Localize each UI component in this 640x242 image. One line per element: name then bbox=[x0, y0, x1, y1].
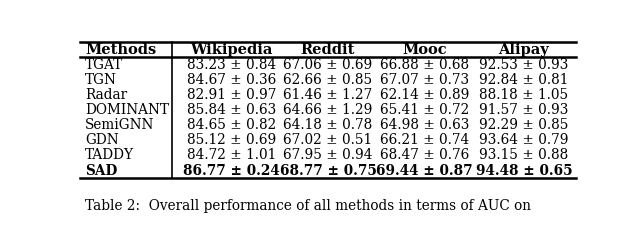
Text: Reddit: Reddit bbox=[301, 43, 355, 57]
Text: 92.53 ± 0.93: 92.53 ± 0.93 bbox=[479, 58, 568, 72]
Text: 68.47 ± 0.76: 68.47 ± 0.76 bbox=[380, 148, 469, 162]
Text: 93.15 ± 0.88: 93.15 ± 0.88 bbox=[479, 148, 568, 162]
Text: 84.65 ± 0.82: 84.65 ± 0.82 bbox=[187, 118, 276, 132]
Text: DOMINANT: DOMINANT bbox=[85, 103, 169, 117]
Text: 88.18 ± 1.05: 88.18 ± 1.05 bbox=[479, 88, 568, 102]
Text: 64.98 ± 0.63: 64.98 ± 0.63 bbox=[380, 118, 469, 132]
Text: TADDY: TADDY bbox=[85, 148, 134, 162]
Text: Wikipedia: Wikipedia bbox=[190, 43, 273, 57]
Text: 91.57 ± 0.93: 91.57 ± 0.93 bbox=[479, 103, 568, 117]
Text: 84.67 ± 0.36: 84.67 ± 0.36 bbox=[187, 73, 276, 87]
Text: 85.12 ± 0.69: 85.12 ± 0.69 bbox=[187, 133, 276, 147]
Text: 84.72 ± 1.01: 84.72 ± 1.01 bbox=[187, 148, 276, 162]
Text: TGAT: TGAT bbox=[85, 58, 124, 72]
Text: 65.41 ± 0.72: 65.41 ± 0.72 bbox=[380, 103, 469, 117]
Text: TGN: TGN bbox=[85, 73, 117, 87]
Text: 67.07 ± 0.73: 67.07 ± 0.73 bbox=[380, 73, 469, 87]
Text: SAD: SAD bbox=[85, 164, 117, 178]
Text: Radar: Radar bbox=[85, 88, 127, 102]
Text: 67.02 ± 0.51: 67.02 ± 0.51 bbox=[284, 133, 372, 147]
Text: 93.64 ± 0.79: 93.64 ± 0.79 bbox=[479, 133, 569, 147]
Text: Alipay: Alipay bbox=[499, 43, 549, 57]
Text: 92.84 ± 0.81: 92.84 ± 0.81 bbox=[479, 73, 568, 87]
Text: 69.44 ± 0.87: 69.44 ± 0.87 bbox=[376, 164, 473, 178]
Text: 64.18 ± 0.78: 64.18 ± 0.78 bbox=[284, 118, 372, 132]
Text: 85.84 ± 0.63: 85.84 ± 0.63 bbox=[187, 103, 276, 117]
Text: 92.29 ± 0.85: 92.29 ± 0.85 bbox=[479, 118, 568, 132]
Text: 62.66 ± 0.85: 62.66 ± 0.85 bbox=[284, 73, 372, 87]
Text: 68.77 ± 0.75: 68.77 ± 0.75 bbox=[280, 164, 376, 178]
Text: 82.91 ± 0.97: 82.91 ± 0.97 bbox=[187, 88, 276, 102]
Text: 67.06 ± 0.69: 67.06 ± 0.69 bbox=[284, 58, 372, 72]
Text: 67.95 ± 0.94: 67.95 ± 0.94 bbox=[284, 148, 372, 162]
Text: 62.14 ± 0.89: 62.14 ± 0.89 bbox=[380, 88, 469, 102]
Text: Methods: Methods bbox=[85, 43, 156, 57]
Text: 64.66 ± 1.29: 64.66 ± 1.29 bbox=[284, 103, 372, 117]
Text: 83.23 ± 0.84: 83.23 ± 0.84 bbox=[187, 58, 276, 72]
Text: Mooc: Mooc bbox=[403, 43, 447, 57]
Text: 66.21 ± 0.74: 66.21 ± 0.74 bbox=[380, 133, 469, 147]
Text: 66.88 ± 0.68: 66.88 ± 0.68 bbox=[380, 58, 469, 72]
Text: SemiGNN: SemiGNN bbox=[85, 118, 154, 132]
Text: 86.77 ± 0.24: 86.77 ± 0.24 bbox=[183, 164, 280, 178]
Text: GDN: GDN bbox=[85, 133, 118, 147]
Text: 61.46 ± 1.27: 61.46 ± 1.27 bbox=[284, 88, 372, 102]
Text: 94.48 ± 0.65: 94.48 ± 0.65 bbox=[476, 164, 572, 178]
Text: Table 2:  Overall performance of all methods in terms of AUC on: Table 2: Overall performance of all meth… bbox=[85, 199, 531, 213]
